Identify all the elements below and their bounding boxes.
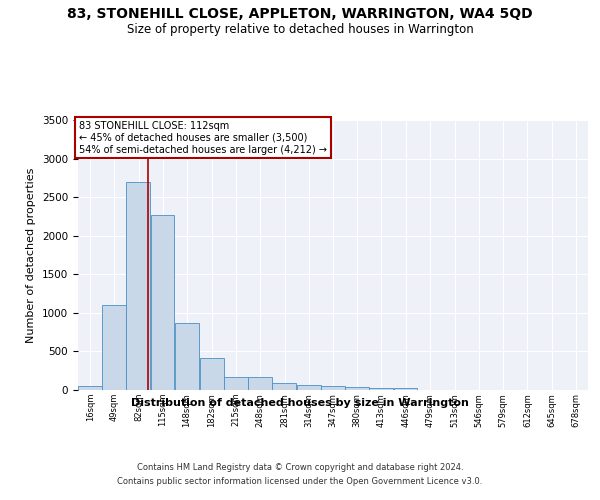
Bar [394, 388, 418, 390]
Bar [248, 378, 272, 390]
Text: 83 STONEHILL CLOSE: 112sqm
← 45% of detached houses are smaller (3,500)
54% of s: 83 STONEHILL CLOSE: 112sqm ← 45% of deta… [79, 122, 327, 154]
Text: Contains HM Land Registry data © Crown copyright and database right 2024.: Contains HM Land Registry data © Crown c… [137, 462, 463, 471]
Bar [175, 323, 199, 390]
Bar [127, 182, 150, 390]
Bar [370, 388, 393, 390]
Bar [321, 386, 345, 390]
Bar [200, 358, 224, 390]
Text: Contains public sector information licensed under the Open Government Licence v3: Contains public sector information licen… [118, 478, 482, 486]
Bar [151, 215, 175, 390]
Bar [102, 305, 126, 390]
Bar [345, 388, 369, 390]
Bar [296, 386, 320, 390]
Bar [272, 382, 296, 390]
Bar [78, 386, 102, 390]
Y-axis label: Number of detached properties: Number of detached properties [26, 168, 37, 342]
Bar [224, 378, 248, 390]
Text: Distribution of detached houses by size in Warrington: Distribution of detached houses by size … [131, 398, 469, 407]
Text: 83, STONEHILL CLOSE, APPLETON, WARRINGTON, WA4 5QD: 83, STONEHILL CLOSE, APPLETON, WARRINGTO… [67, 8, 533, 22]
Text: Size of property relative to detached houses in Warrington: Size of property relative to detached ho… [127, 22, 473, 36]
